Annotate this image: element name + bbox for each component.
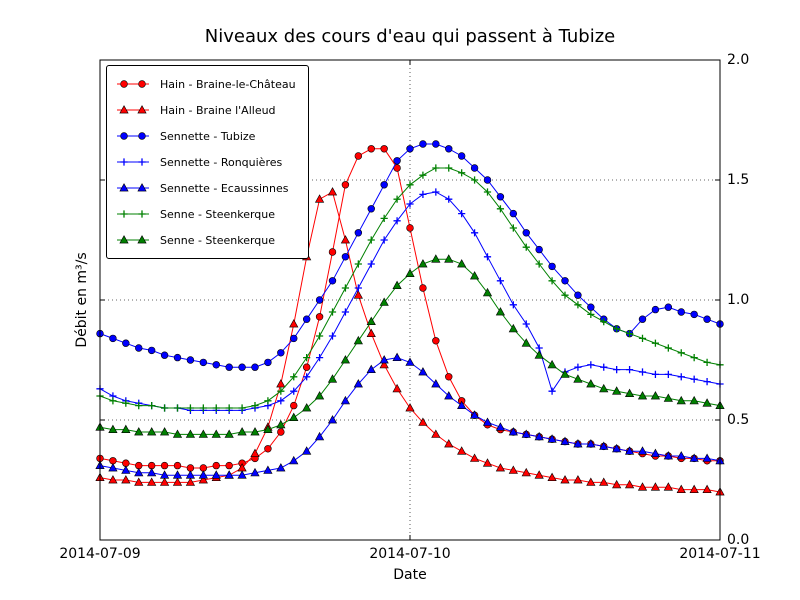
legend-item: Hain - Braine l'Alleud (115, 100, 296, 120)
legend-triangle_up-sample-icon (117, 183, 149, 192)
x-tick-label: 2014-07-09 (59, 546, 141, 562)
legend-item: Sennette - Ecaussinnes (115, 178, 296, 198)
legend-label: Hain - Braine-le-Château (160, 77, 296, 91)
y-tick-label: 0.0 (727, 532, 750, 548)
legend-item: Sennette - Tubize (115, 126, 296, 146)
legend-label: Senne - Steenkerque (160, 207, 276, 221)
legend-label: Sennette - Ronquières (160, 155, 283, 169)
legend-item: Senne - Steenkerque (115, 204, 296, 224)
series-2 (95, 187, 725, 496)
legend-item: Sennette - Ronquières (115, 152, 296, 172)
legend-label: Sennette - Tubize (160, 129, 256, 143)
legend-triangle_up-sample-icon (117, 105, 149, 114)
legend-item: Senne - Steenkerque (115, 230, 296, 250)
legend-circle-sample-icon (117, 132, 149, 140)
legend-circle-sample-icon (117, 80, 149, 88)
x-tick-label: 2014-07-11 (679, 546, 761, 562)
legend-triangle_up-sample-icon (117, 235, 149, 244)
legend-plus-sample-icon (117, 210, 149, 218)
y-tick-label: 1.0 (727, 292, 750, 308)
y-tick-label: 0.5 (727, 412, 750, 428)
y-axis-label: Débit en m³/s (74, 252, 90, 348)
chart-title: Niveaux des cours d'eau qui passent à Tu… (204, 26, 616, 47)
legend-plus-sample-icon (117, 158, 149, 166)
series-7 (95, 254, 725, 438)
legend-item: Hain - Braine-le-Château (115, 74, 296, 94)
x-tick-label: 2014-07-10 (369, 546, 451, 562)
legend-label: Senne - Steenkerque (160, 233, 276, 247)
x-axis-label: Date (393, 567, 427, 583)
y-tick-label: 2.0 (727, 52, 750, 68)
legend-label: Sennette - Ecaussinnes (160, 181, 289, 195)
legend: Hain - Braine-le-Château Hain - Braine l'… (106, 65, 309, 259)
legend-label: Hain - Braine l'Alleud (160, 103, 276, 117)
y-tick-label: 1.5 (727, 172, 750, 188)
